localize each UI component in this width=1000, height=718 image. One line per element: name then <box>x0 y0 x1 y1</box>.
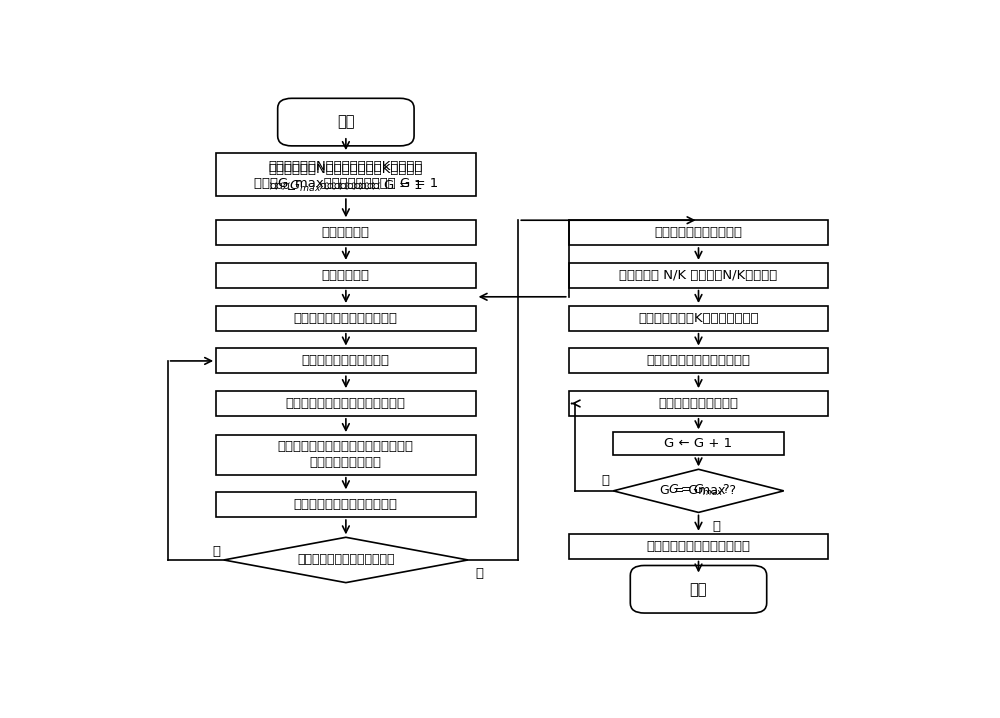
Text: 合并复合形，形成下一代种群: 合并复合形，形成下一代种群 <box>646 355 750 368</box>
Text: 将种群中的个体依序两两配对: 将种群中的个体依序两两配对 <box>294 312 398 325</box>
Text: 输出最优个体（问题最优解）: 输出最优个体（问题最优解） <box>646 540 750 553</box>
Bar <box>569 391 828 416</box>
Text: G = Gmax ?: G = Gmax ? <box>660 485 736 498</box>
Text: $G = G_{max}$?: $G = G_{max}$? <box>668 483 729 498</box>
Bar <box>216 348 476 373</box>
Text: 按顺序选出一对配对个体: 按顺序选出一对配对个体 <box>302 355 390 368</box>
Text: 所有原个体是否完成遗传操作: 所有原个体是否完成遗传操作 <box>297 554 395 567</box>
Text: 是: 是 <box>712 520 720 533</box>
Polygon shape <box>224 537 468 582</box>
Text: 对个体组进行自适应选择操作: 对个体组进行自适应选择操作 <box>294 498 398 511</box>
Bar <box>569 306 828 331</box>
FancyBboxPatch shape <box>278 98 414 146</box>
Text: 结束: 结束 <box>690 582 707 597</box>
Bar <box>569 263 828 288</box>
Text: 是: 是 <box>476 567 484 580</box>
Text: 评价初始种群: 评价初始种群 <box>322 269 370 281</box>
Text: 否: 否 <box>212 545 220 558</box>
Text: 对群体中个体进行评价: 对群体中个体进行评价 <box>658 397 738 410</box>
Text: 形成遗传进化后的新种群: 形成遗传进化后的新种群 <box>654 226 742 239</box>
Bar <box>216 306 476 331</box>
Text: 开始: 开始 <box>337 115 355 129</box>
Text: 将原个体、交叉个体和变异个体合并成
一组并进行个体评价: 将原个体、交叉个体和变异个体合并成 一组并进行个体评价 <box>278 440 414 470</box>
Text: 设定种群规模N、复合形顶点数K、最大进
化代数G_max及其它算法参数，令 G = 1: 设定种群规模N、复合形顶点数K、最大进 化代数G_max及其它算法参数，令 G … <box>254 160 438 189</box>
Bar <box>216 435 476 475</box>
Bar <box>569 533 828 559</box>
Text: 化代数$G_{max}$及其它算法参数，令 G = 1: 化代数$G_{max}$及其它算法参数，令 G = 1 <box>269 180 423 195</box>
Text: 产生初始种群: 产生初始种群 <box>322 226 370 239</box>
Polygon shape <box>613 470 784 513</box>
Bar <box>569 348 828 373</box>
Bar <box>216 263 476 288</box>
Text: 设定种群规模N、复合形顶点数K、最大进: 设定种群规模N、复合形顶点数K、最大进 <box>269 162 423 176</box>
Text: 将种群分为 N/K 组，形成N/K个复合形: 将种群分为 N/K 组，形成N/K个复合形 <box>619 269 778 281</box>
Text: 否: 否 <box>601 475 609 488</box>
Bar <box>569 220 828 245</box>
Text: G ← G + 1: G ← G + 1 <box>664 437 733 450</box>
Bar <box>216 493 476 517</box>
FancyBboxPatch shape <box>630 566 767 613</box>
Bar <box>613 432 784 455</box>
Bar <box>216 391 476 416</box>
Bar <box>216 220 476 245</box>
Bar <box>216 153 476 196</box>
Text: 对配对个体进行并行交叉变异操作: 对配对个体进行并行交叉变异操作 <box>286 397 406 410</box>
Text: 每个复合形进行K次复合形法寻优: 每个复合形进行K次复合形法寻优 <box>638 312 759 325</box>
